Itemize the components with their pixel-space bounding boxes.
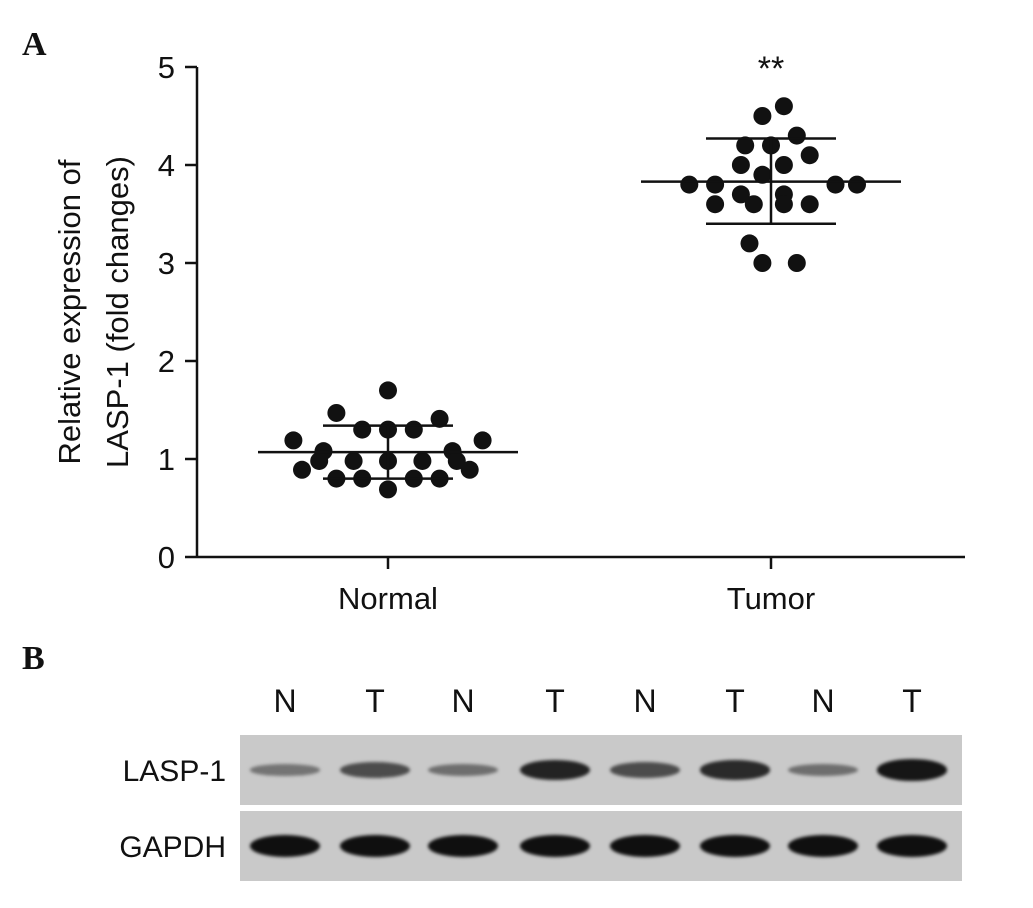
- blot-band: [250, 764, 320, 776]
- panel-b-label: B: [22, 640, 45, 677]
- blot-band: [788, 763, 858, 777]
- blot-row-label: GAPDH: [119, 831, 226, 864]
- data-point: [460, 460, 479, 479]
- lane-label: T: [365, 683, 385, 719]
- lane-label: N: [273, 683, 297, 719]
- data-point: [800, 195, 819, 214]
- data-point: [706, 175, 725, 194]
- data-point: [753, 165, 772, 184]
- y-axis-title-line2: LASP-1 (fold changes): [100, 156, 135, 468]
- data-point: [740, 234, 759, 253]
- data-point: [310, 451, 329, 470]
- data-point: [787, 126, 806, 145]
- blot-row-label: LASP-1: [122, 755, 226, 788]
- blot-band: [700, 760, 770, 780]
- panel-a-label: A: [22, 26, 47, 63]
- data-point: [826, 175, 845, 194]
- data-point: [353, 420, 372, 439]
- data-point: [706, 195, 725, 214]
- blot-band: [428, 763, 498, 777]
- x-tick-label: Tumor: [727, 581, 815, 616]
- data-point: [473, 431, 492, 450]
- blot-band: [340, 762, 410, 778]
- data-point: [787, 254, 806, 272]
- blot-band: [520, 760, 590, 780]
- significance-marker: **: [758, 50, 784, 88]
- blot-band: [610, 835, 680, 857]
- data-point: [379, 381, 397, 400]
- y-tick-label: 0: [158, 540, 175, 575]
- data-point: [680, 175, 699, 194]
- blot-band: [610, 762, 680, 778]
- lane-label: N: [451, 683, 475, 719]
- data-point: [731, 185, 750, 204]
- data-point: [753, 107, 772, 125]
- data-point: [774, 156, 793, 174]
- y-tick-label: 1: [158, 442, 175, 477]
- data-point: [344, 451, 363, 470]
- y-axis-title-line1: Relative expression of: [52, 159, 87, 464]
- data-point: [293, 460, 311, 479]
- blot-band: [250, 835, 320, 857]
- blot-band: [877, 759, 947, 781]
- data-point: [774, 195, 793, 214]
- data-point: [284, 431, 303, 450]
- data-point: [379, 480, 397, 499]
- blot-band: [520, 835, 590, 857]
- y-tick-label: 2: [158, 344, 175, 379]
- lane-label: T: [545, 683, 565, 719]
- lane-label: T: [725, 683, 745, 719]
- data-point: [736, 136, 755, 155]
- data-point: [774, 97, 793, 116]
- y-tick-label: 4: [158, 148, 175, 183]
- data-point: [744, 195, 763, 214]
- data-point: [800, 146, 819, 165]
- data-point: [447, 451, 466, 470]
- blot-band: [877, 835, 947, 857]
- data-point: [327, 403, 346, 422]
- scatter-chart: 0 1 2 3 4 5 Normal Tumor Relative expression of L…: [52, 50, 965, 616]
- blot-band: [428, 835, 498, 857]
- lane-label: N: [633, 683, 657, 719]
- data-point: [413, 451, 432, 470]
- lane-label: T: [902, 683, 922, 719]
- y-tick-label: 5: [158, 50, 175, 85]
- x-tick-label: Normal: [338, 581, 438, 616]
- blot-band: [788, 835, 858, 857]
- data-point: [430, 409, 449, 428]
- blot-band: [340, 835, 410, 857]
- y-tick-label: 3: [158, 246, 175, 281]
- lane-label: N: [811, 683, 835, 719]
- data-point: [731, 156, 750, 174]
- blot-band: [700, 835, 770, 857]
- data-point: [753, 254, 772, 272]
- data-point: [404, 420, 423, 439]
- data-point: [848, 175, 866, 194]
